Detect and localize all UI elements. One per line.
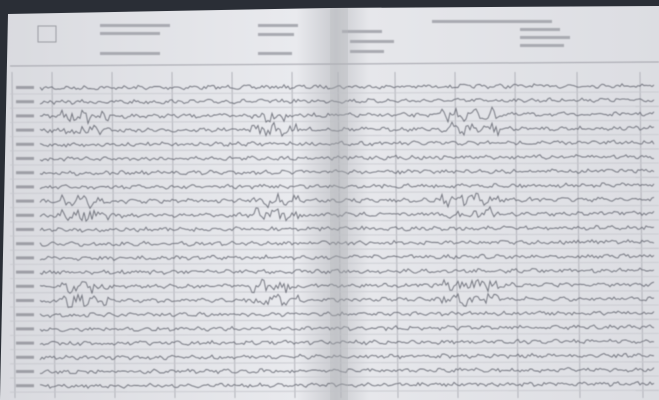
channel-label [16, 86, 34, 89]
channel-label [16, 114, 34, 117]
illegible-text [258, 24, 298, 27]
illegible-text [100, 32, 160, 35]
fold-shadow [330, 8, 348, 400]
channel-label [16, 356, 34, 359]
illegible-text [520, 44, 564, 47]
channel-label [16, 200, 34, 203]
channel-label [16, 313, 34, 316]
channel-label [16, 129, 34, 132]
channel-label [16, 228, 34, 231]
channel-label [16, 370, 34, 373]
illegible-text [258, 52, 292, 55]
channel-label [16, 157, 34, 160]
channel-label [16, 100, 34, 103]
illegible-text [432, 20, 552, 23]
illegible-text [100, 24, 170, 27]
channel-label [16, 384, 34, 387]
channel-label [16, 299, 34, 302]
illegible-text [350, 50, 384, 53]
channel-label [16, 143, 34, 146]
page: (() => { JSON.parse(document.getElementB… [0, 0, 659, 400]
channel-label [16, 185, 34, 188]
channel-label [16, 271, 34, 274]
channel-label [16, 256, 34, 259]
channel-label [16, 214, 34, 217]
illegible-text [520, 36, 570, 39]
illegible-text [520, 28, 560, 31]
channel-label [16, 242, 34, 245]
channel-label [16, 171, 34, 174]
illegible-text [350, 40, 394, 43]
channel-label [16, 285, 34, 288]
illegible-text [258, 33, 294, 36]
photo [0, 0, 659, 400]
illegible-text [100, 52, 160, 55]
channel-label [16, 327, 34, 330]
channel-label [16, 342, 34, 345]
